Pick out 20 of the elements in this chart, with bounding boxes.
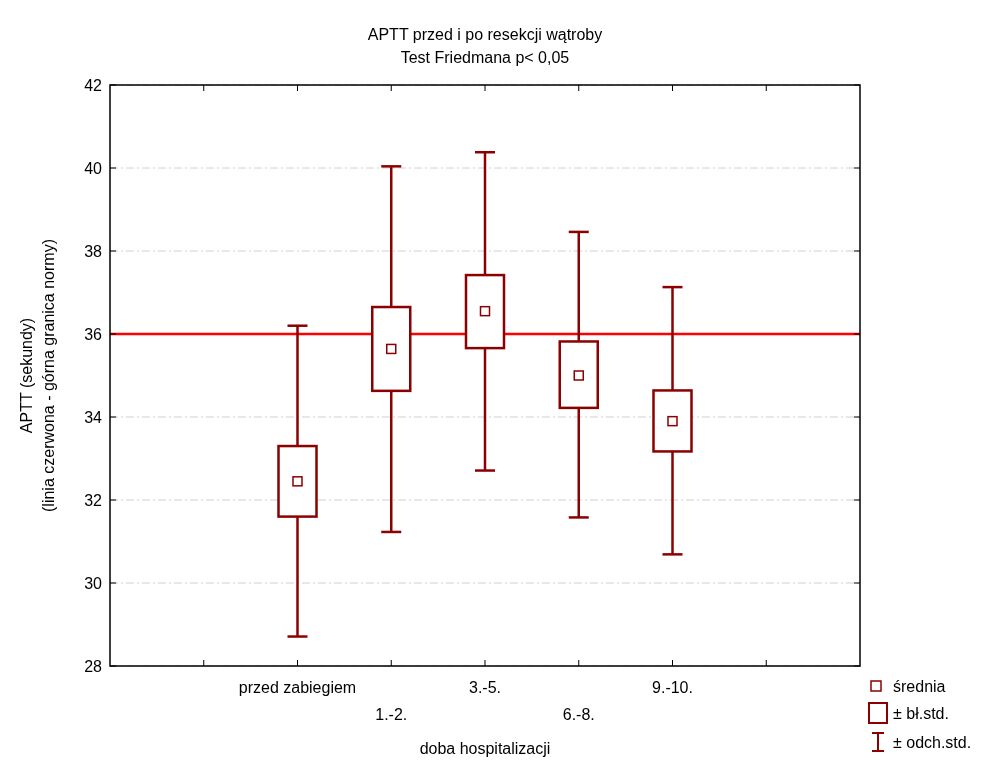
x-tick-label: 9.-10. [652,679,693,696]
x-tick-label: 1.-2. [375,706,408,723]
x-tick-label: 6.-8. [562,706,595,723]
y-tick-label: 42 [84,76,103,94]
y-tick-label: 36 [84,325,103,343]
text: średnia [893,677,946,695]
text: ± bł.std. [893,704,949,722]
y-tick-label: 40 [84,159,103,177]
y-tick-label: 32 [84,491,103,509]
x-tick-label: 3.-5. [468,679,502,696]
chart-subtitle: Test Friedmana p< 0,05 [400,49,570,66]
x-axis-title: doba hospitalizacji [419,740,551,757]
chart-title: APTT przed i po resekcji wątroby [367,26,603,43]
x-tick-label: przed zabiegiem [238,679,357,696]
y-axis-title: APTT (sekundy) (linia czerwona - górna granica normy) [18,239,57,512]
y-tick-label: 28 [84,657,103,675]
y-tick-label: 30 [84,574,103,592]
text: ± odch.std. [893,733,972,751]
y-tick-label: 34 [84,408,103,426]
y-tick-label: 38 [84,242,103,260]
